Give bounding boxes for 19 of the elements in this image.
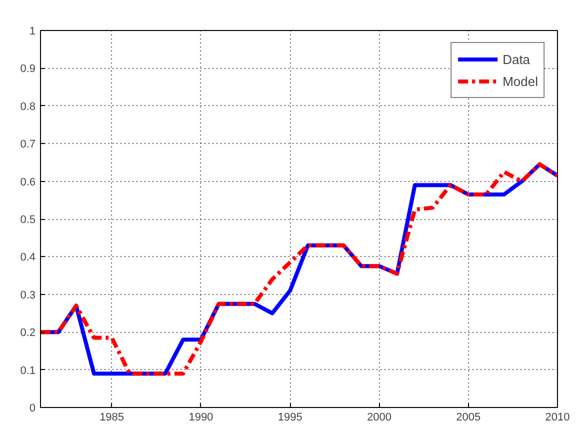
x-tick-label: 1985	[100, 412, 124, 424]
y-tick-label: 0	[29, 402, 36, 414]
y-tick-label: 0.3	[20, 289, 36, 302]
y-tick-label: 0.9	[20, 63, 36, 76]
x-tick-label: 2010	[545, 412, 570, 424]
y-tick-label: 0.2	[20, 327, 36, 340]
x-tick-label: 2005	[456, 412, 481, 424]
y-tick-label: 0.6	[20, 176, 36, 188]
y-tick-label: 0.4	[20, 252, 36, 264]
y-tick-label: 1	[29, 26, 36, 38]
y-tick-label: 0.5	[20, 214, 36, 226]
y-tick-label: 0.1	[20, 364, 36, 377]
y-tick-label: 0.8	[20, 100, 36, 113]
x-tick-label: 1990	[188, 412, 214, 424]
x-tick-label: 1995	[278, 412, 302, 424]
x-tick-label: 2000	[366, 412, 392, 424]
legend-label: Model	[502, 74, 538, 88]
legend-label: Data	[502, 52, 530, 66]
y-tick-label: 0.7	[20, 138, 36, 151]
